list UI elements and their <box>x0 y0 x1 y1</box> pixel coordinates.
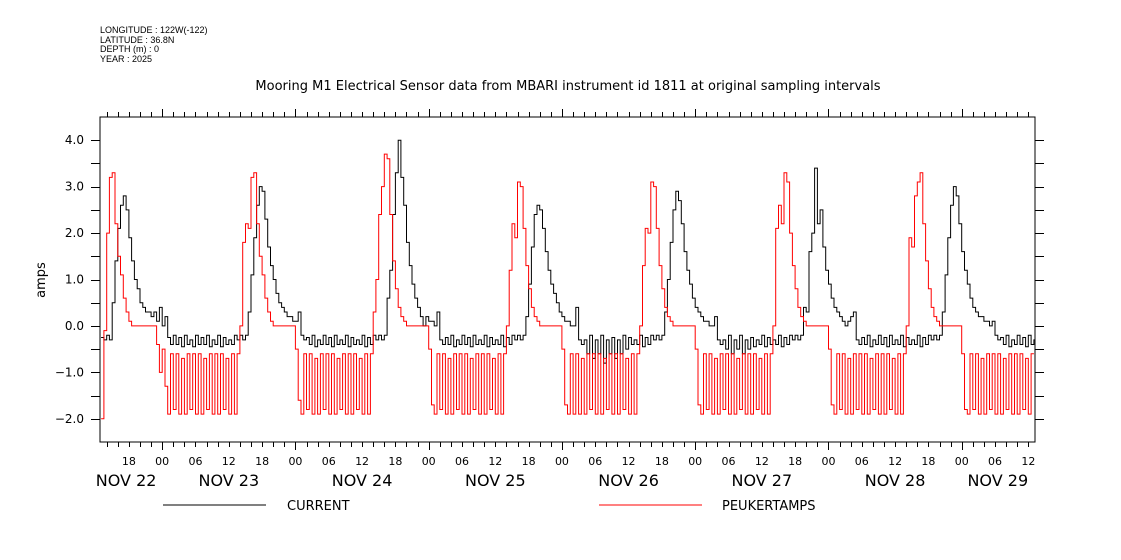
x-tick-label: 00 <box>955 455 969 468</box>
plot-frame <box>99 116 1036 443</box>
legend-label-current: CURRENT <box>287 499 350 514</box>
x-tick-label: 06 <box>588 455 602 468</box>
x-tick-label: 00 <box>155 455 169 468</box>
longitude-label: LONGITUDE : 122W(-122) <box>100 25 208 35</box>
depth-label: DEPTH (m) : 0 <box>100 44 160 54</box>
latitude-label: LATITUDE : 36.8N <box>100 34 175 45</box>
x-tick-label: 12 <box>755 455 769 468</box>
x-tick-label: 06 <box>722 455 736 468</box>
y-tick-labels: −2.0 −1.0 0.0 1.0 2.0 3.0 4.0 <box>55 133 84 426</box>
plot-area <box>101 139 1035 420</box>
chart-title: Mooring M1 Electrical Sensor data from M… <box>255 79 880 94</box>
x-day-label: NOV 24 <box>332 471 393 490</box>
x-day-label: NOV 29 <box>967 471 1028 490</box>
y-tick-label: 1.0 <box>65 273 84 287</box>
x-day-label: NOV 23 <box>198 471 259 490</box>
x-day-label: NOV 22 <box>96 471 157 490</box>
x-tick-label: 12 <box>622 455 636 468</box>
x-tick-label: 06 <box>322 455 336 468</box>
x-tick-label: 00 <box>688 455 702 468</box>
x-tick-label: 12 <box>888 455 902 468</box>
y-tick-label: 3.0 <box>65 180 84 194</box>
x-day-label: NOV 27 <box>731 471 792 490</box>
x-tick-label: 12 <box>355 455 369 468</box>
header-metadata: LONGITUDE : 122W(-122) LATITUDE : 36.8N … <box>100 25 208 64</box>
series-line-current <box>101 139 1035 364</box>
x-tick-label: 12 <box>488 455 502 468</box>
x-tick-label: 06 <box>188 455 202 468</box>
y-tick-label: −1.0 <box>55 365 84 379</box>
x-tick-label: 18 <box>788 455 802 468</box>
legend: CURRENT PEUKERTAMPS <box>163 499 816 514</box>
x-tick-label: 06 <box>455 455 469 468</box>
year-label: YEAR : 2025 <box>100 53 153 64</box>
x-tick-label: 00 <box>821 455 835 468</box>
x-tick-label: 18 <box>122 455 136 468</box>
x-tick-label: 18 <box>921 455 935 468</box>
x-tick-label: 12 <box>222 455 236 468</box>
x-tick-label: 06 <box>855 455 869 468</box>
x-tick-label: 12 <box>1021 455 1035 468</box>
y-tick-label: 0.0 <box>65 319 84 333</box>
y-axis-label: amps <box>34 262 49 298</box>
series-line-peukertamps <box>101 153 1034 420</box>
x-tick-label: 00 <box>555 455 569 468</box>
x-tick-labels: 18 00 06 12 18 00 06 12 18 00 06 12 18 00 06 12 18 00 06 12… <box>122 455 1035 468</box>
x-day-label: NOV 25 <box>465 471 526 490</box>
y-tick-label: 4.0 <box>65 133 84 147</box>
legend-label-peukertamps: PEUKERTAMPS <box>722 499 816 514</box>
x-day-labels: NOV 22 NOV 23 NOV 24 NOV 25 NOV 26 NOV 27 NOV … <box>96 471 1028 490</box>
x-tick-label: 00 <box>288 455 302 468</box>
x-tick-label: 18 <box>655 455 669 468</box>
y-tick-label: 2.0 <box>65 226 84 240</box>
x-tick-label: 06 <box>988 455 1002 468</box>
axes <box>91 109 1044 450</box>
x-tick-label: 18 <box>388 455 402 468</box>
x-tick-label: 00 <box>422 455 436 468</box>
y-tick-label: −2.0 <box>55 412 84 426</box>
x-tick-label: 18 <box>255 455 269 468</box>
x-tick-label: 18 <box>522 455 536 468</box>
x-day-label: NOV 28 <box>865 471 926 490</box>
x-day-label: NOV 26 <box>598 471 659 490</box>
